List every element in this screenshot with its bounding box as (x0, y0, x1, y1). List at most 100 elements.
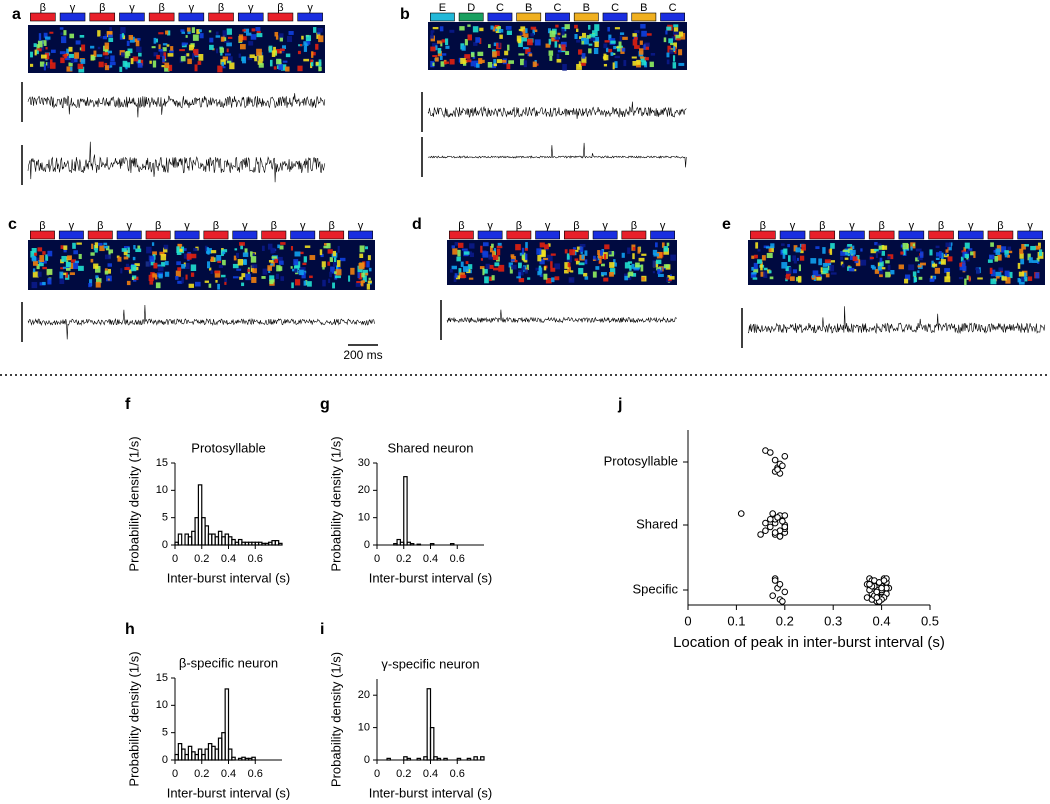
spectrogram-blob (249, 54, 255, 59)
spectrogram-blob (583, 272, 588, 277)
spectrogram-blob (508, 60, 514, 64)
spectrogram-blob (159, 251, 165, 256)
spectrogram-blob (1000, 246, 1007, 253)
spectrogram-blob (793, 245, 798, 252)
spectrogram-blob (752, 277, 758, 280)
spectrogram-blob (451, 245, 455, 249)
spectrogram-blob (222, 251, 226, 255)
spectrogram-blob (332, 261, 338, 267)
spectrogram-blob (1008, 271, 1013, 279)
syllable-bar (660, 12, 685, 22)
spectrogram-blob (929, 249, 933, 256)
spectrogram-blob (963, 247, 967, 253)
panel-label: c (8, 216, 17, 233)
spectrogram-blob (237, 259, 244, 266)
spectrogram-blob (304, 43, 308, 47)
spectrogram-blob (824, 259, 831, 264)
spectrogram-blob (589, 33, 596, 38)
spectrogram-blob (798, 264, 801, 272)
syllable-bar (348, 230, 373, 240)
spectrogram-blob (492, 26, 496, 32)
spectrogram-blob (209, 44, 214, 50)
spectrogram-blob (317, 27, 323, 33)
spectrogram-blob (152, 60, 157, 68)
spectrogram-blob (781, 262, 788, 269)
spectrogram-blob (34, 252, 38, 256)
spectrogram-blob (78, 265, 84, 271)
spectrogram-blob (220, 59, 226, 65)
spectrogram-blob (126, 280, 131, 286)
spectrogram-blob (967, 249, 970, 255)
spectrogram-blob (233, 255, 237, 261)
spectrogram-blob (181, 264, 186, 269)
spectrogram-blob (551, 37, 556, 42)
spectrogram-blob (152, 251, 157, 256)
spectrogram-blob (472, 26, 479, 33)
spectrogram-blob (547, 243, 551, 247)
spectrogram-blob (454, 273, 458, 278)
spectrogram-blob (469, 252, 475, 258)
spectrogram-blob (223, 249, 228, 253)
spectrogram-blob (507, 44, 510, 51)
spectrogram-blob (94, 242, 99, 249)
spectrogram-blob (45, 62, 49, 66)
spectrogram-blob (621, 252, 625, 258)
spectrogram-blob (1007, 246, 1012, 251)
y-tick-label: 5 (162, 512, 168, 524)
spectrogram-blob (251, 28, 256, 32)
y-tick-label: 0 (364, 754, 370, 766)
point (771, 577, 779, 584)
spectrogram-blob (245, 32, 252, 36)
spectrogram-blob (885, 271, 891, 278)
point (779, 598, 786, 605)
spectrogram-blob (977, 277, 983, 280)
spectrogram-blob (796, 257, 799, 261)
spectrogram-blob (359, 253, 364, 259)
spectrogram-blob (307, 281, 312, 287)
spectrogram-blob (613, 259, 616, 264)
spectrogram-blob (59, 271, 64, 279)
spectrogram-blob (535, 267, 540, 271)
spectrogram-blob (815, 246, 820, 250)
syllable-label: γ (300, 220, 306, 232)
spectrogram-blob (98, 61, 104, 68)
spectrogram-blob (216, 48, 219, 54)
spectrogram-blob (610, 268, 616, 275)
trace (446, 309, 677, 324)
spectrogram-blob (669, 274, 672, 277)
spectrogram-blob (218, 264, 223, 268)
spectrogram-blob (192, 48, 199, 56)
spectrogram-blob (44, 36, 51, 40)
spectrogram-blob (137, 59, 141, 65)
spectrogram-blob (545, 43, 551, 48)
spectrogram-blob (644, 57, 649, 61)
spectrogram-blob (948, 244, 952, 251)
spectrogram-blob (37, 40, 43, 48)
y-tick-label: 0 (162, 754, 168, 766)
spectrogram-blob (68, 53, 74, 58)
spectrogram-blob (303, 58, 310, 62)
spectrogram-blob (135, 39, 140, 47)
spectrogram-blob (282, 45, 287, 50)
spectrogram-blob (197, 61, 202, 65)
spectrogram-blob (239, 276, 244, 280)
syllable-label: β (99, 2, 105, 14)
syllable-label: β (997, 220, 1003, 232)
syllable-bar (750, 230, 776, 240)
spectrogram-blob (755, 242, 759, 249)
spectrogram-blob (471, 52, 475, 58)
spectrogram-blob (539, 274, 543, 277)
syllable-label: C (496, 2, 504, 14)
spectrogram-blob (912, 243, 916, 247)
syllable-bar (319, 230, 345, 240)
x-axis-label: Inter-burst interval (s) (369, 570, 493, 585)
spectrogram-blob (603, 253, 607, 260)
spectrogram-blob (493, 63, 497, 67)
spectrogram-blob (750, 272, 757, 278)
spectrogram-blob (614, 55, 620, 59)
point (779, 517, 786, 525)
spectrogram-blob (815, 275, 821, 279)
point (866, 581, 873, 588)
spectrogram-blob (518, 53, 525, 56)
spectrogram-blob (678, 62, 685, 66)
